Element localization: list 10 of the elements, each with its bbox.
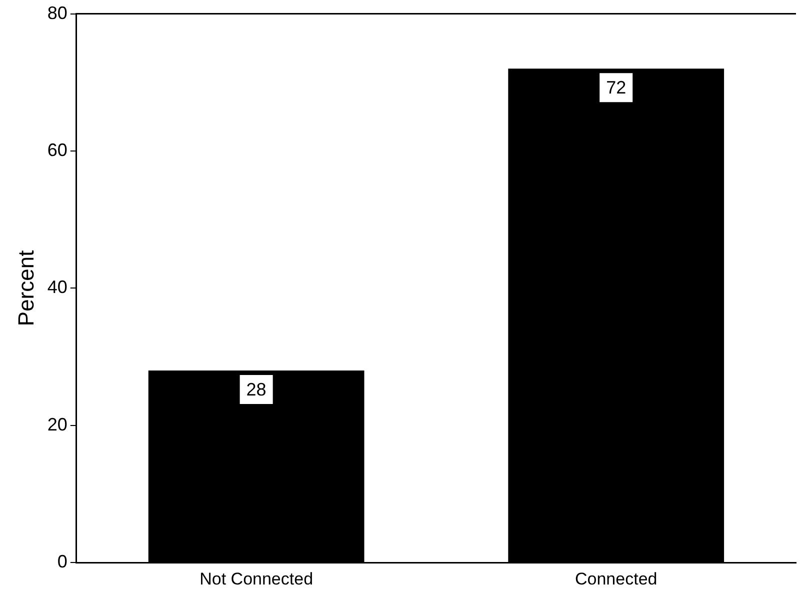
y-tick-label: 80 bbox=[47, 2, 68, 23]
x-tick-label: Not Connected bbox=[200, 569, 314, 588]
y-tick-label: 40 bbox=[47, 277, 68, 298]
data-label: 28 bbox=[246, 379, 266, 400]
y-tick-label: 20 bbox=[47, 414, 68, 434]
y-tick-label: 0 bbox=[57, 552, 68, 572]
y-tick-label: 60 bbox=[47, 140, 68, 160]
y-axis-title: Percent bbox=[13, 250, 38, 326]
x-tick-label: Connected bbox=[574, 569, 658, 588]
data-label: 72 bbox=[606, 78, 626, 98]
